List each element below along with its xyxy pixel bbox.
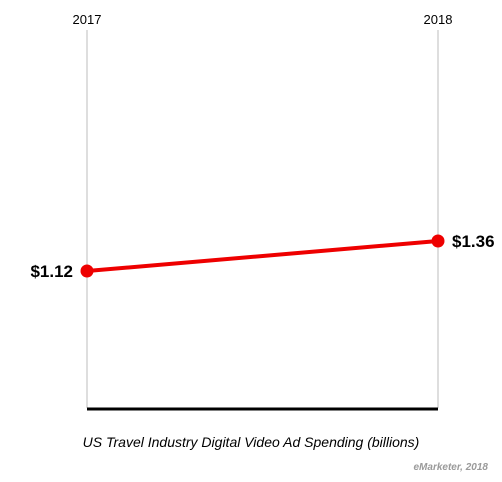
- x-tick-label-2017: 2017: [73, 12, 102, 27]
- x-tick-label-2018: 2018: [424, 12, 453, 27]
- series-line: [86, 239, 439, 273]
- data-point-2017: [80, 264, 94, 278]
- vertical-gridlines: [86, 30, 439, 408]
- data-points: [80, 234, 445, 278]
- data-label-2017: $1.12: [30, 262, 73, 281]
- data-labels: $1.12 $1.36: [30, 232, 494, 281]
- data-point-2018: [431, 234, 445, 248]
- series-line-0: [86, 239, 439, 273]
- source-note: eMarketer, 2018: [413, 462, 488, 473]
- x-tick-labels: 2017 2018: [73, 12, 453, 27]
- chart-caption: US Travel Industry Digital Video Ad Spen…: [82, 434, 420, 450]
- data-label-2018: $1.36: [452, 232, 495, 251]
